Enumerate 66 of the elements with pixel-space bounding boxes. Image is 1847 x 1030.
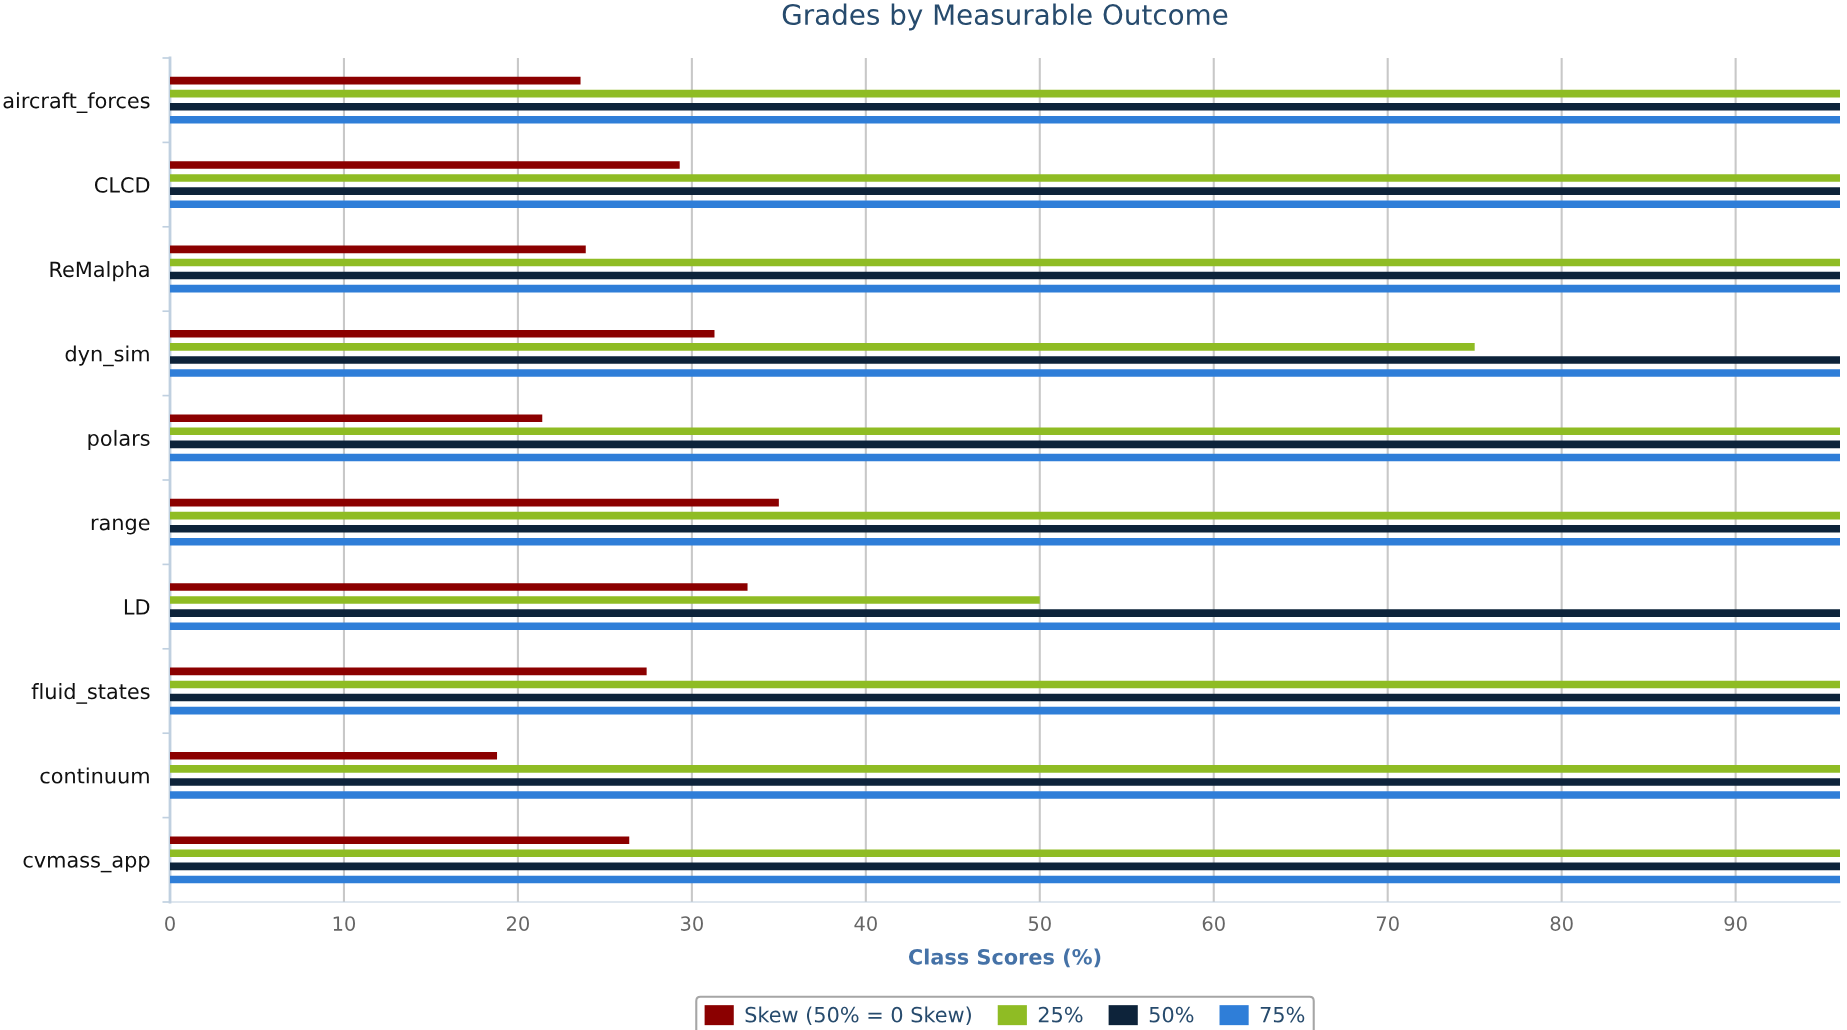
y-tick-label: polars	[88, 429, 150, 451]
bar	[170, 102, 1840, 111]
bar	[170, 836, 630, 844]
bar	[170, 791, 1840, 799]
bar	[170, 667, 647, 676]
bar	[170, 706, 1840, 715]
bar	[170, 538, 1840, 546]
legend-label: Skew (50% = 0 Skew)	[745, 1006, 971, 1025]
bar	[170, 161, 680, 169]
x-tick-label: 70	[1376, 916, 1399, 931]
bar	[170, 524, 1840, 533]
bar	[170, 89, 1840, 98]
bar	[170, 116, 1840, 124]
bar	[170, 187, 1840, 195]
y-tick-label: fluid_states	[31, 683, 150, 704]
bar	[170, 258, 1840, 267]
x-tick-label: 60	[1202, 916, 1225, 931]
y-tick-label: range	[91, 518, 150, 535]
bar	[170, 849, 1840, 858]
bar	[170, 680, 1840, 689]
bar	[170, 875, 1840, 884]
bar	[170, 284, 1840, 293]
y-tick-label: ReMalpha	[50, 261, 149, 282]
bar	[170, 76, 581, 85]
x-axis-title: Class Scores (%)	[908, 948, 1101, 968]
bar	[170, 622, 1840, 631]
bar	[170, 356, 1840, 364]
x-tick-label: 20	[506, 916, 529, 931]
bar	[170, 200, 1840, 209]
bar	[170, 427, 1840, 436]
y-tick-label: dyn_sim	[65, 345, 149, 367]
x-tick-label: 0	[165, 916, 175, 931]
bar	[170, 245, 586, 254]
bar	[170, 778, 1840, 786]
bar	[170, 511, 1840, 520]
bar	[170, 453, 1840, 462]
y-tick-label: continuum	[40, 767, 149, 784]
y-tick-label: aircraft_forces	[3, 92, 150, 114]
bar	[170, 751, 498, 760]
bar	[170, 440, 1840, 449]
legend-label: 50%	[1149, 1006, 1194, 1023]
bar	[170, 596, 1040, 604]
bar	[170, 329, 715, 338]
bar	[170, 583, 748, 591]
bar	[170, 862, 1840, 871]
chart-title: Grades by Measurable Outcome	[782, 3, 1228, 31]
bar	[170, 343, 1475, 351]
bar	[170, 609, 1840, 617]
bar	[170, 271, 1840, 280]
x-tick-label: 90	[1724, 916, 1747, 931]
bar	[170, 174, 1840, 182]
y-tick-label: CLCD	[94, 177, 150, 193]
x-tick-label: 80	[1550, 916, 1573, 931]
x-tick-label: 40	[854, 916, 877, 931]
y-tick-label: LD	[124, 599, 150, 615]
x-tick-label: 30	[680, 916, 703, 931]
bar	[170, 498, 779, 507]
bar	[170, 414, 543, 422]
y-tick-label: cvmass_app	[23, 855, 150, 873]
legend-label: 75%	[1260, 1006, 1305, 1023]
bar	[170, 765, 1840, 773]
x-tick-label: 50	[1028, 916, 1051, 931]
bar	[170, 693, 1840, 702]
x-tick-label: 10	[333, 916, 356, 931]
bar	[170, 369, 1840, 377]
legend-label: 25%	[1038, 1006, 1083, 1023]
